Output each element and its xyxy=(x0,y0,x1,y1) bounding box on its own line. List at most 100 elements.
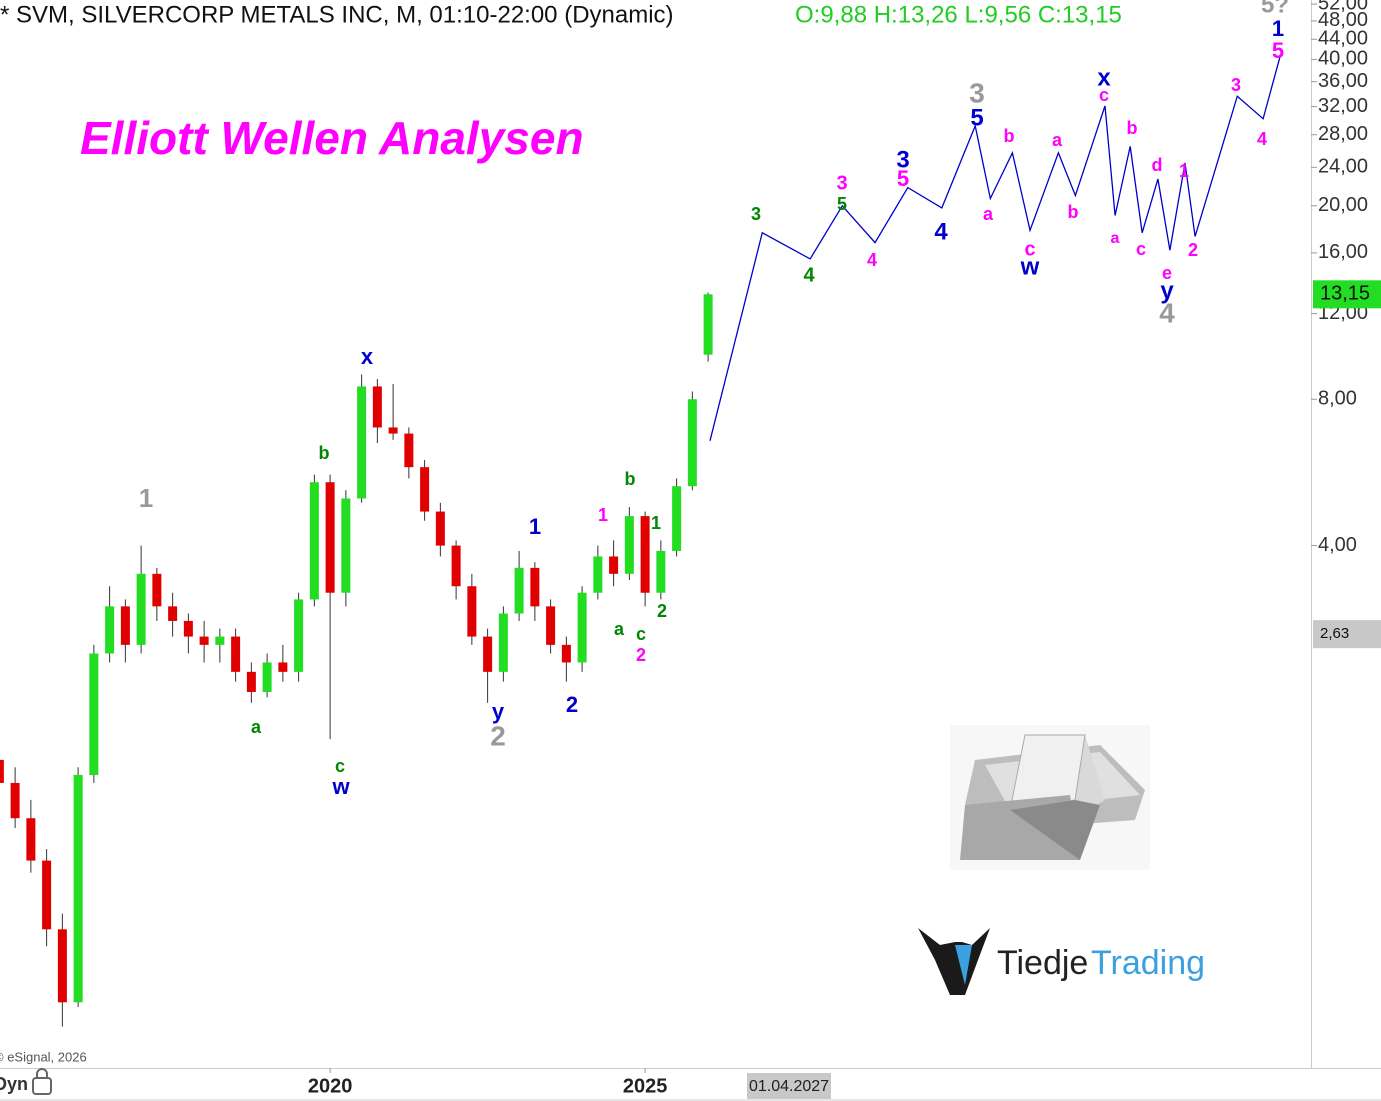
candle-body xyxy=(89,653,99,775)
wave-label: c xyxy=(1024,238,1035,260)
wave-label: a xyxy=(614,619,625,639)
candle-body xyxy=(703,294,713,355)
headline: Elliott Wellen Analysen xyxy=(80,112,584,164)
candle-body xyxy=(498,613,508,672)
y-tick-label: 32,00 xyxy=(1318,95,1368,117)
wave-label: c xyxy=(636,624,646,644)
wave-label: 4 xyxy=(867,250,877,270)
candle-body xyxy=(168,606,178,621)
candle-body xyxy=(278,662,288,672)
wave-label: w xyxy=(331,774,350,799)
y-tick-label: 40,00 xyxy=(1318,48,1368,70)
wave-label: 3 xyxy=(969,77,985,108)
cursor-date: 01.04.2027 xyxy=(749,1078,829,1095)
y-tick-label: 52,00 xyxy=(1318,0,1368,14)
wave-label: b xyxy=(625,469,636,489)
candle-body xyxy=(656,550,666,593)
candle-body xyxy=(57,929,67,1003)
wave-label: c xyxy=(1099,85,1109,105)
y-tick-label: 24,00 xyxy=(1318,156,1368,178)
wave-label: 2 xyxy=(657,601,667,621)
wave-label: a xyxy=(983,204,994,224)
wave-label: b xyxy=(1068,202,1079,222)
wave-label: 4 xyxy=(803,264,815,286)
cursor-date-box xyxy=(747,1073,831,1099)
candle-body xyxy=(341,498,351,593)
logo-text: Trading xyxy=(1091,944,1205,982)
wave-label: 2 xyxy=(490,720,506,751)
candle-body xyxy=(404,433,414,468)
candle-body xyxy=(483,636,493,672)
wave-label: 3 xyxy=(836,172,847,194)
candle-body xyxy=(152,573,162,607)
candle-body xyxy=(672,486,682,551)
wave-label: x xyxy=(1097,64,1111,91)
wave-label: y xyxy=(492,699,505,724)
candle-body xyxy=(467,586,477,637)
wave-label: b xyxy=(1127,118,1138,138)
wave-label: 2 xyxy=(1188,240,1198,260)
wave-label: 1 xyxy=(598,505,608,525)
wave-label: a xyxy=(251,717,262,737)
ohlc-readout: O:9,88 H:13,26 L:9,56 C:13,15 xyxy=(795,1,1122,28)
candle-body xyxy=(120,606,130,645)
lock-icon xyxy=(32,1068,52,1095)
candle-body xyxy=(105,606,115,654)
y-tick-label: 20,00 xyxy=(1318,194,1368,216)
candle-body xyxy=(73,774,83,1003)
wave-label: c xyxy=(1136,239,1146,259)
x-tick-label: 2025 xyxy=(623,1075,668,1097)
wave-label: c xyxy=(335,756,345,776)
candle-body xyxy=(309,482,319,600)
wave-label: 1 xyxy=(1179,161,1189,181)
wave-label: 5 xyxy=(970,104,983,131)
wave-label: 2 xyxy=(636,645,646,665)
wave-label: b xyxy=(1004,126,1015,146)
x-axis: 2020 2025 xyxy=(308,1068,667,1097)
candle-body xyxy=(577,592,587,663)
candle-body xyxy=(215,636,225,645)
candle-body xyxy=(546,606,556,645)
wave-label: 2 xyxy=(566,692,578,717)
wave-label: 5 xyxy=(897,166,909,191)
wave-label: 4 xyxy=(934,218,948,245)
candle-body xyxy=(561,644,571,663)
candle-body xyxy=(357,386,367,499)
y-tick-label: 44,00 xyxy=(1318,28,1368,50)
y-tick-label: 8,00 xyxy=(1318,388,1357,410)
price-marker-label: 13,15 xyxy=(1320,283,1370,305)
wave-label: 1 xyxy=(529,514,541,539)
candle-body xyxy=(10,782,20,819)
wave-label: b xyxy=(319,443,330,463)
candle-body xyxy=(640,516,650,593)
candle-body xyxy=(199,636,209,645)
price-marker xyxy=(1313,280,1381,309)
candle-body xyxy=(388,427,398,434)
logo: Tiedje Trading xyxy=(918,928,1205,995)
wave-label: 4 xyxy=(1159,297,1175,328)
candle-body xyxy=(624,516,634,574)
wave-label: 4 xyxy=(1257,129,1267,149)
candle-body xyxy=(593,556,603,593)
wave-label: 1 xyxy=(1272,16,1284,41)
y-axis: 4,008,0012,0016,0020,0024,0028,0032,0036… xyxy=(1311,0,1381,649)
candle-body xyxy=(435,511,445,546)
chart-title: * SVM, SILVERCORP METALS INC, M, 01:10-2… xyxy=(0,1,674,28)
candle-body xyxy=(231,636,241,672)
candle-body xyxy=(514,567,524,614)
mode-label: Dyn xyxy=(0,1074,28,1094)
y-tick-label: 48,00 xyxy=(1318,9,1368,31)
wave-label: y xyxy=(1160,277,1174,304)
wave-label: w xyxy=(1020,253,1040,280)
wave-label: 5? xyxy=(1261,0,1289,18)
y-tick-label: 36,00 xyxy=(1318,70,1368,92)
wave-label: d xyxy=(1152,155,1163,175)
candle-body xyxy=(420,467,430,512)
y-tick-label: 16,00 xyxy=(1318,241,1368,263)
wave-label: 5 xyxy=(837,194,847,214)
plot-area xyxy=(0,0,1311,1068)
logo-text: Tiedje xyxy=(997,944,1088,982)
copyright: © eSignal, 2026 xyxy=(0,1049,87,1064)
